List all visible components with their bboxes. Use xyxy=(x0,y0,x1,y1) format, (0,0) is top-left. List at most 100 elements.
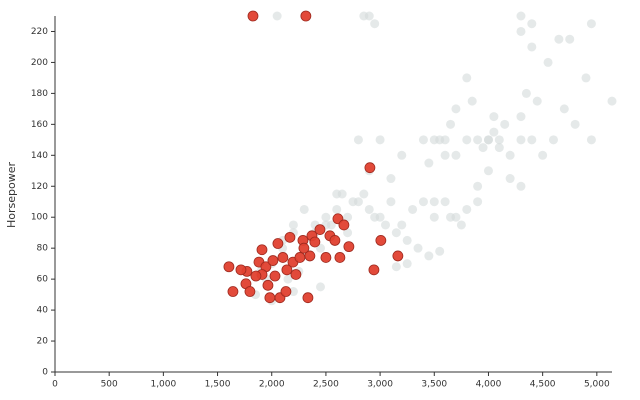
point xyxy=(272,11,282,21)
point xyxy=(527,135,537,145)
point xyxy=(256,244,268,256)
point xyxy=(247,10,259,22)
point xyxy=(516,181,526,191)
point xyxy=(298,242,310,254)
y-tick-label: 200 xyxy=(31,58,48,68)
point xyxy=(326,220,336,230)
y-tick-label: 160 xyxy=(31,120,48,130)
point xyxy=(521,88,531,98)
x-tick-label: 2,500 xyxy=(313,380,339,390)
point xyxy=(314,224,326,236)
point xyxy=(435,246,445,256)
point xyxy=(456,220,466,230)
point xyxy=(489,127,499,137)
point xyxy=(570,119,580,129)
point xyxy=(250,270,262,282)
point xyxy=(451,150,461,160)
point xyxy=(429,197,439,207)
point xyxy=(446,212,456,222)
point xyxy=(338,219,350,231)
point xyxy=(473,181,483,191)
point xyxy=(262,279,274,291)
point xyxy=(386,174,396,184)
point xyxy=(284,231,296,243)
point xyxy=(223,261,235,273)
point xyxy=(489,112,499,122)
point xyxy=(299,204,309,214)
point xyxy=(288,220,298,230)
point xyxy=(527,19,537,29)
point xyxy=(462,73,472,83)
point xyxy=(607,96,617,106)
point xyxy=(280,286,292,297)
point xyxy=(435,135,445,145)
point xyxy=(392,250,404,262)
point xyxy=(320,252,332,263)
x-tick-label: 2,000 xyxy=(259,380,285,390)
x-tick-label: 3,000 xyxy=(367,380,393,390)
point xyxy=(440,197,450,207)
point xyxy=(494,135,504,145)
point xyxy=(516,26,526,36)
point xyxy=(332,189,342,199)
point xyxy=(424,251,434,261)
x-tick-label: 0 xyxy=(52,380,58,390)
x-tick-label: 4,000 xyxy=(476,380,502,390)
point xyxy=(269,270,281,282)
point xyxy=(565,34,575,44)
point xyxy=(364,11,374,21)
x-tick-label: 500 xyxy=(101,380,118,390)
point xyxy=(446,119,456,129)
x-tick-label: 4,500 xyxy=(530,380,556,390)
y-tick-label: 80 xyxy=(37,244,49,254)
point xyxy=(467,96,477,106)
point xyxy=(397,150,407,160)
y-tick-label: 180 xyxy=(31,89,48,99)
point xyxy=(334,252,346,263)
y-tick-label: 140 xyxy=(31,151,48,161)
y-tick-label: 100 xyxy=(31,213,48,223)
point xyxy=(586,19,596,29)
point xyxy=(505,150,515,160)
point xyxy=(440,150,450,160)
point xyxy=(554,34,564,44)
point xyxy=(500,119,510,129)
point xyxy=(397,220,407,230)
point xyxy=(315,282,325,292)
point xyxy=(505,174,515,184)
y-tick-label: 120 xyxy=(31,182,48,192)
point xyxy=(368,264,380,276)
point xyxy=(538,150,548,160)
point xyxy=(332,204,342,214)
y-axis-label: Horsepower xyxy=(5,162,18,228)
point xyxy=(586,135,596,145)
y-tick-label: 20 xyxy=(37,337,49,347)
point xyxy=(478,143,488,153)
point xyxy=(267,255,279,266)
point xyxy=(364,204,374,214)
point xyxy=(290,269,302,280)
point xyxy=(227,286,239,297)
x-tick-label: 5,000 xyxy=(584,380,610,390)
point xyxy=(418,197,428,207)
point xyxy=(283,274,293,284)
point xyxy=(264,292,276,304)
point xyxy=(353,135,363,145)
point xyxy=(516,135,526,145)
point xyxy=(581,73,591,83)
point xyxy=(235,264,247,276)
y-tick-label: 60 xyxy=(37,275,49,285)
point xyxy=(300,10,312,22)
point xyxy=(451,104,461,114)
point xyxy=(375,135,385,145)
point xyxy=(294,252,306,263)
point xyxy=(386,197,396,207)
point xyxy=(281,264,293,276)
point xyxy=(375,235,387,246)
point xyxy=(343,241,355,253)
point xyxy=(343,228,353,238)
point xyxy=(391,262,401,272)
point xyxy=(272,238,284,249)
point xyxy=(548,135,558,145)
